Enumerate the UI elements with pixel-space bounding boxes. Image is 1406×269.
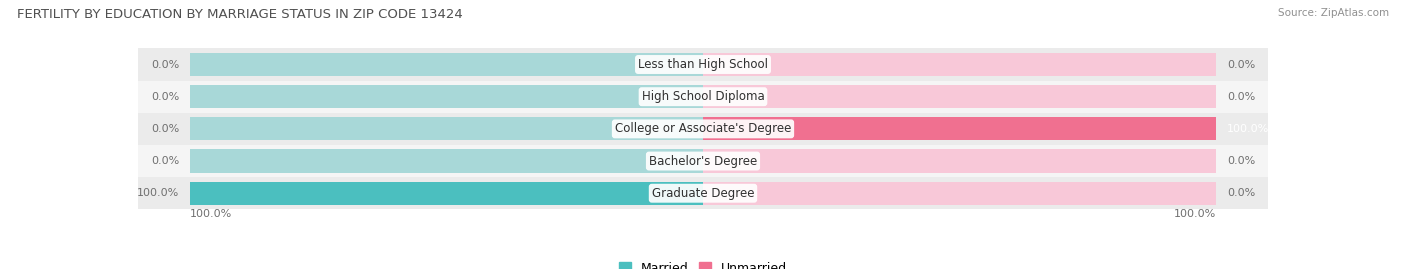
- Text: 100.0%: 100.0%: [136, 188, 179, 198]
- Bar: [138, 113, 1268, 145]
- Bar: [138, 81, 1268, 113]
- Text: 0.0%: 0.0%: [150, 156, 179, 166]
- Bar: [703, 85, 1216, 108]
- Legend: Married, Unmarried: Married, Unmarried: [613, 257, 793, 269]
- Text: Source: ZipAtlas.com: Source: ZipAtlas.com: [1278, 8, 1389, 18]
- Bar: [190, 85, 703, 108]
- Bar: [190, 150, 703, 173]
- Text: 0.0%: 0.0%: [150, 92, 179, 102]
- Text: 100.0%: 100.0%: [190, 209, 232, 219]
- Bar: [190, 53, 703, 76]
- Bar: [703, 150, 1216, 173]
- Text: 0.0%: 0.0%: [1227, 59, 1256, 69]
- Bar: [190, 117, 703, 140]
- Text: 100.0%: 100.0%: [1227, 124, 1270, 134]
- Text: Bachelor's Degree: Bachelor's Degree: [650, 155, 756, 168]
- Text: FERTILITY BY EDUCATION BY MARRIAGE STATUS IN ZIP CODE 13424: FERTILITY BY EDUCATION BY MARRIAGE STATU…: [17, 8, 463, 21]
- Bar: [703, 117, 1216, 140]
- Text: Less than High School: Less than High School: [638, 58, 768, 71]
- Bar: [190, 182, 703, 205]
- Bar: [703, 53, 1216, 76]
- Text: College or Associate's Degree: College or Associate's Degree: [614, 122, 792, 135]
- Text: Graduate Degree: Graduate Degree: [652, 187, 754, 200]
- Bar: [138, 177, 1268, 209]
- Text: High School Diploma: High School Diploma: [641, 90, 765, 103]
- Text: 0.0%: 0.0%: [1227, 188, 1256, 198]
- Text: 0.0%: 0.0%: [150, 59, 179, 69]
- Text: 0.0%: 0.0%: [1227, 156, 1256, 166]
- Text: 0.0%: 0.0%: [150, 124, 179, 134]
- Bar: [190, 182, 703, 205]
- Text: 0.0%: 0.0%: [1227, 92, 1256, 102]
- Bar: [138, 145, 1268, 177]
- Bar: [703, 182, 1216, 205]
- Bar: [703, 117, 1216, 140]
- Text: 100.0%: 100.0%: [1174, 209, 1216, 219]
- Bar: [138, 48, 1268, 81]
